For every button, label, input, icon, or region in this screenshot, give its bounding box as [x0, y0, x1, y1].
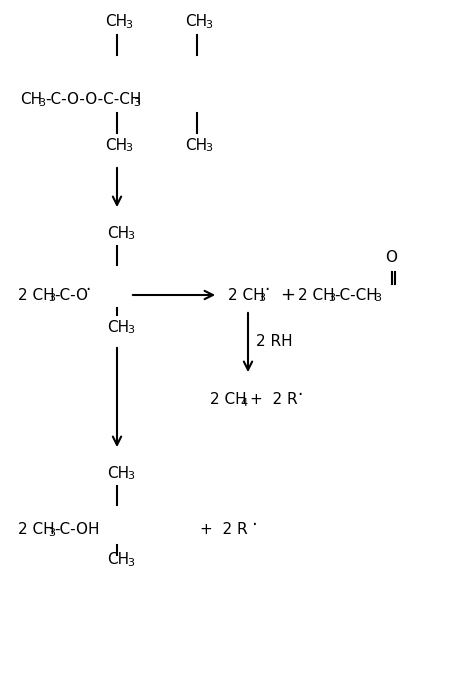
Text: 3: 3 [328, 293, 335, 303]
Text: 4: 4 [240, 398, 247, 408]
Text: CH: CH [107, 320, 129, 334]
Text: CH: CH [105, 15, 127, 30]
Text: ·: · [264, 281, 269, 299]
Text: 3: 3 [48, 293, 55, 303]
Text: 3: 3 [38, 98, 45, 108]
Text: -C-O: -C-O [54, 287, 88, 302]
Text: O: O [385, 250, 397, 266]
Text: 3: 3 [127, 471, 134, 481]
Text: 2 CH: 2 CH [18, 287, 55, 302]
Text: ·: · [247, 516, 257, 534]
Text: 3: 3 [127, 231, 134, 241]
Text: -C-O-O-C-CH: -C-O-O-C-CH [45, 92, 141, 108]
Text: CH: CH [185, 15, 207, 30]
Text: +  2 R: + 2 R [250, 392, 298, 407]
Text: CH: CH [185, 137, 207, 153]
Text: CH: CH [105, 137, 127, 153]
Text: -C-CH: -C-CH [334, 287, 378, 302]
Text: CH: CH [107, 225, 129, 240]
Text: 3: 3 [205, 20, 212, 30]
Text: 2 CH: 2 CH [298, 287, 335, 302]
Text: 3: 3 [133, 98, 140, 108]
Text: 2 CH: 2 CH [18, 522, 55, 538]
Text: 2 CH: 2 CH [210, 392, 246, 407]
Text: 3: 3 [48, 528, 55, 538]
Text: 2 CH: 2 CH [228, 287, 264, 302]
Text: CH: CH [107, 466, 129, 481]
Text: 3: 3 [374, 293, 381, 303]
Text: 3: 3 [258, 293, 265, 303]
Text: +: + [280, 286, 295, 304]
Text: 3: 3 [205, 143, 212, 153]
Text: 3: 3 [127, 558, 134, 568]
Text: CH: CH [20, 92, 42, 108]
Text: 3: 3 [125, 143, 132, 153]
Text: 3: 3 [125, 20, 132, 30]
Text: 3: 3 [127, 325, 134, 335]
Text: +  2 R: + 2 R [200, 522, 247, 538]
Text: CH: CH [107, 553, 129, 567]
Text: ·: · [297, 386, 302, 404]
Text: 2 RH: 2 RH [256, 334, 292, 349]
Text: ·: · [85, 281, 90, 299]
Text: -C-OH: -C-OH [54, 522, 100, 538]
